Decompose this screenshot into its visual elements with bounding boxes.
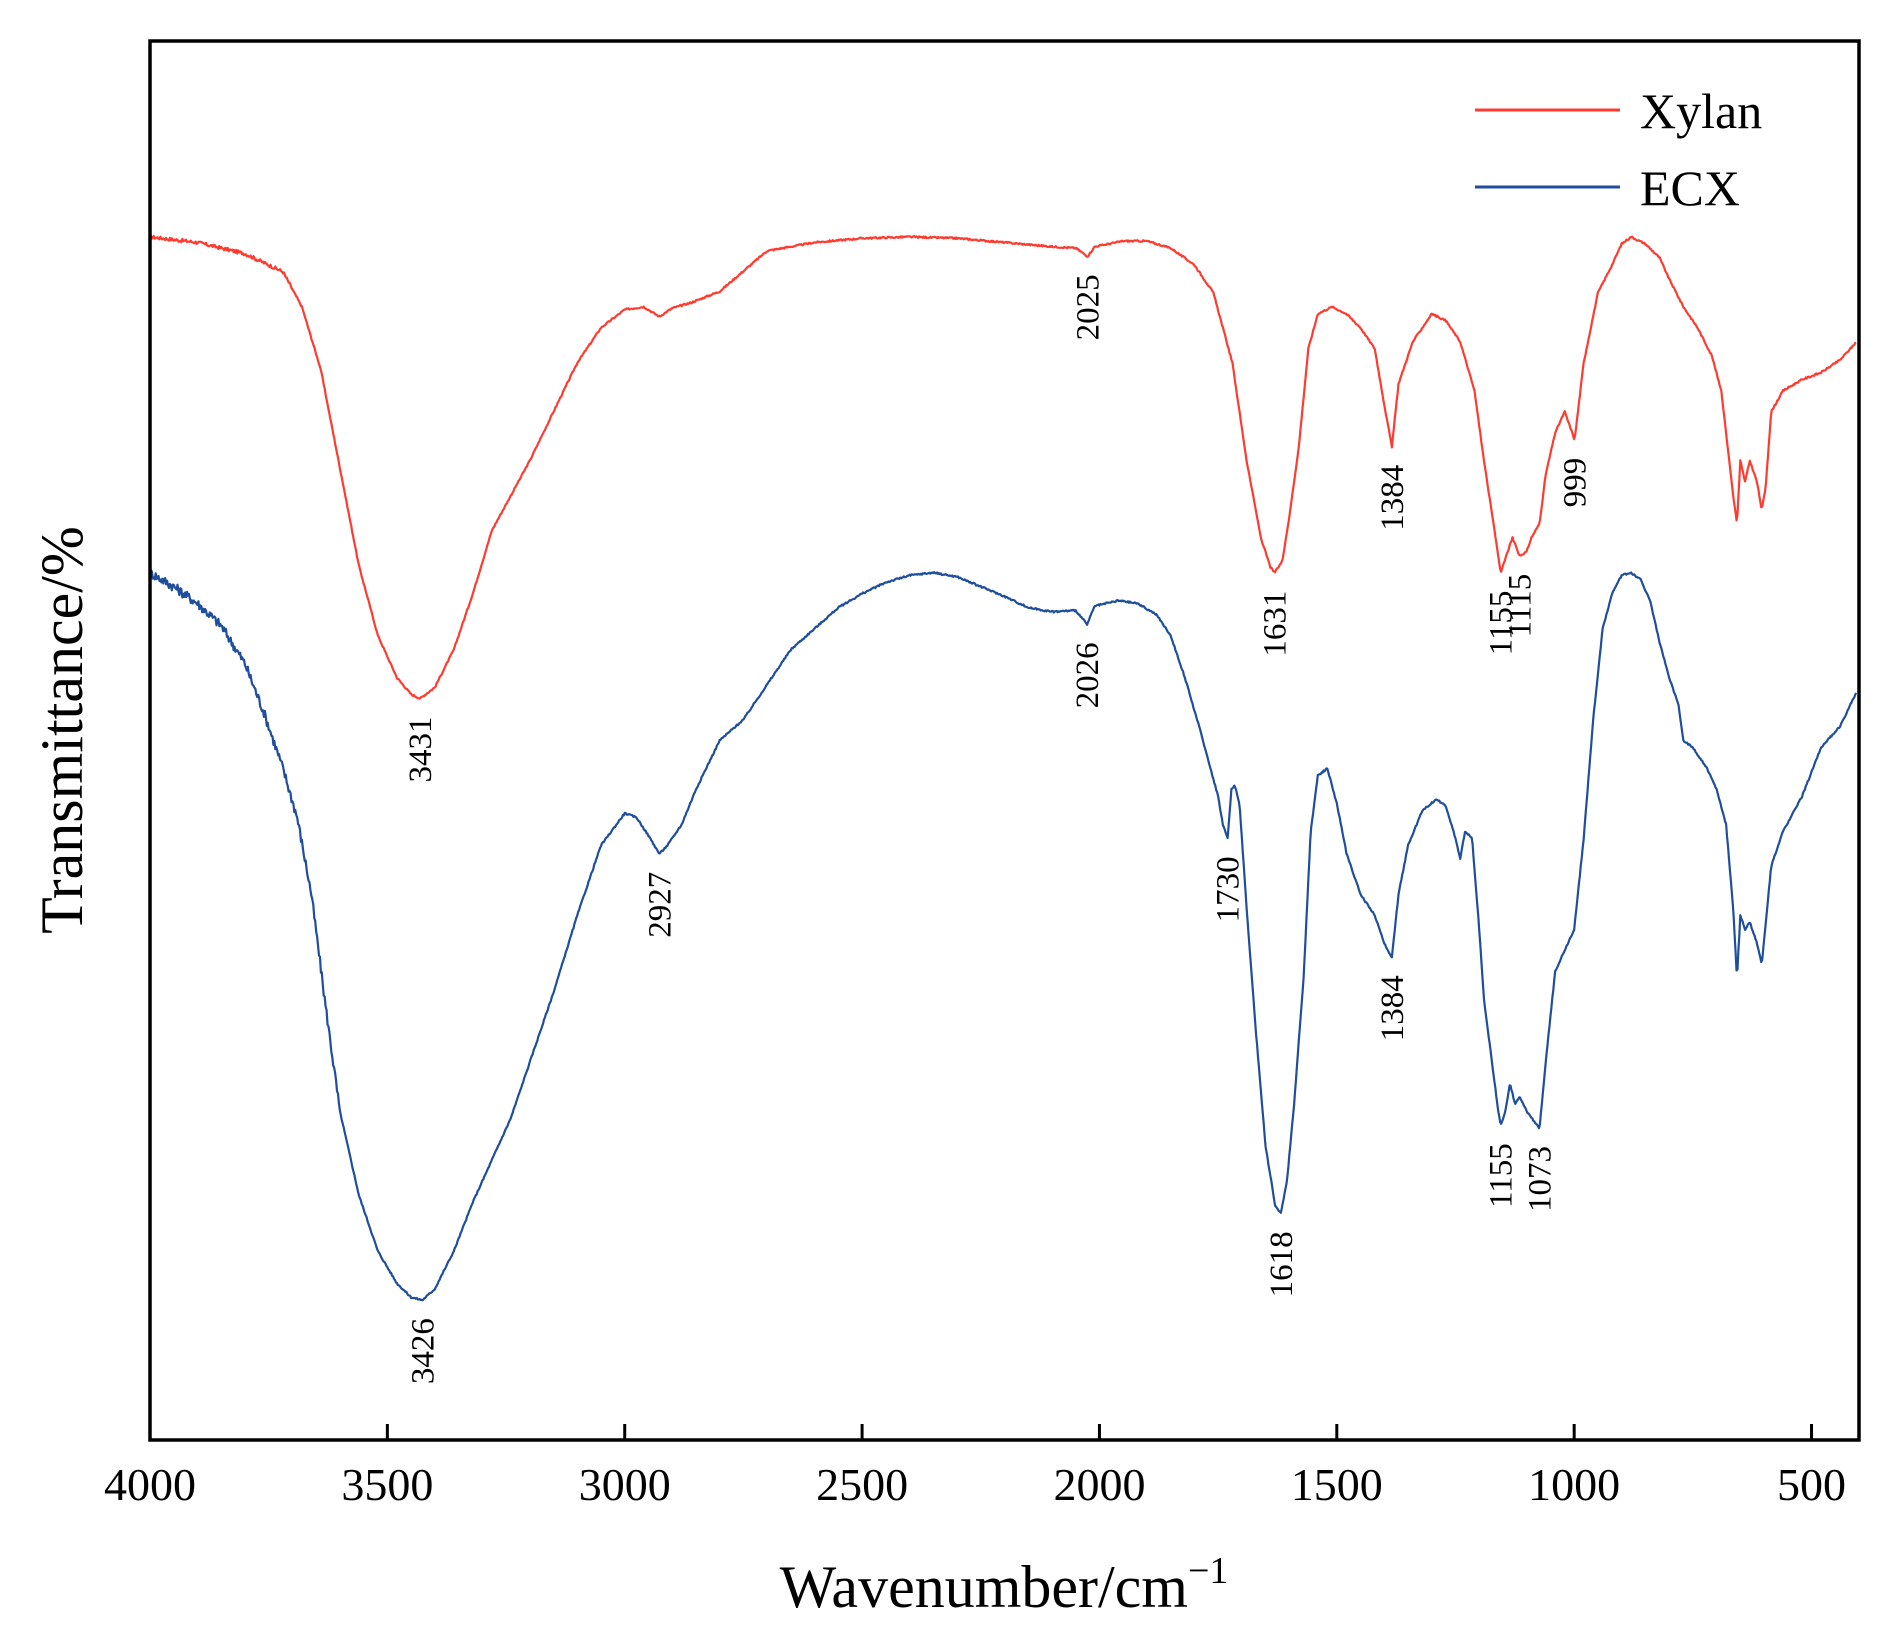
peak-label-ecx-3426: 3426 [406, 1318, 442, 1384]
x-axis: 4000 3500 3000 2500 2000 1500 1000 500 [104, 1424, 1846, 1510]
x-axis-title: Wavenumber/cm−1 [780, 1550, 1229, 1620]
peak-label-xylan-1115: 1115 [1503, 574, 1539, 638]
series-layer [148, 234, 1858, 1302]
series-line-ecx [148, 568, 1858, 1302]
x-tick-label-3500: 3500 [341, 1459, 433, 1510]
x-tick-label-3000: 3000 [579, 1459, 671, 1510]
series-line-xylan [149, 234, 1857, 700]
x-tick-label-500: 500 [1777, 1459, 1846, 1510]
x-tick-label-1500: 1500 [1291, 1459, 1383, 1510]
x-tick-label-2000: 2000 [1053, 1459, 1145, 1510]
peak-label-xylan-2025: 2025 [1071, 274, 1107, 340]
peak-label-xylan-1631: 1631 [1258, 591, 1294, 657]
peak-label-xylan-1155: 1155 [1484, 591, 1520, 656]
plot-frame [148, 39, 1861, 1442]
y-axis-title: Transmittance/% [29, 526, 95, 934]
x-tick-label-2500: 2500 [816, 1459, 908, 1510]
peak-label-ecx-1730: 1730 [1211, 856, 1247, 922]
legend-label-xylan: Xylan [1640, 83, 1762, 139]
peak-label-ecx-1618: 1618 [1264, 1231, 1300, 1297]
peak-label-ecx-1384: 1384 [1375, 975, 1411, 1041]
x-axis-title-superscript: −1 [1188, 1550, 1228, 1592]
peak-label-xylan-3431: 3431 [403, 717, 439, 783]
legend: Xylan ECX [1475, 83, 1762, 216]
peak-label-xylan-999: 999 [1558, 458, 1594, 508]
peak-label-ecx-2927: 2927 [642, 872, 678, 938]
legend-label-ecx: ECX [1640, 160, 1740, 216]
peak-label-ecx-1155: 1155 [1484, 1143, 1520, 1208]
peak-label-xylan-1384: 1384 [1375, 465, 1411, 531]
x-axis-title-text: Wavenumber/cm [780, 1554, 1188, 1620]
x-tick-label-4000: 4000 [104, 1459, 196, 1510]
peak-annotations: 3431202516311384115511159993426292720261… [403, 274, 1594, 1384]
peak-label-ecx-1073: 1073 [1523, 1146, 1559, 1212]
peak-label-ecx-2026: 2026 [1070, 642, 1106, 708]
x-tick-label-1000: 1000 [1528, 1459, 1620, 1510]
